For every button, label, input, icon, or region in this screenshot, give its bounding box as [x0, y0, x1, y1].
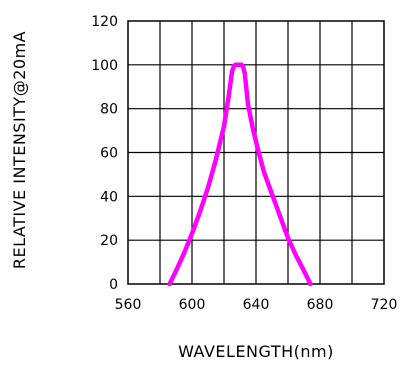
- y-tick-label: 120: [91, 14, 118, 30]
- y-tick-label: 40: [100, 189, 118, 205]
- y-tick-label: 80: [100, 102, 118, 118]
- x-axis-ticks: 560 600 640 680 720: [115, 297, 398, 313]
- grid: [128, 21, 384, 284]
- y-tick-label: 0: [109, 277, 118, 293]
- y-tick-label: 60: [100, 146, 118, 162]
- x-tick-label: 640: [243, 297, 270, 313]
- x-tick-label: 720: [371, 297, 398, 313]
- x-tick-label: 600: [179, 297, 206, 313]
- plot-area-frame: [127, 20, 385, 285]
- x-tick-label: 560: [115, 297, 142, 313]
- y-tick-label: 100: [91, 58, 118, 74]
- y-axis-title: RELATIVE INTENSITY@20mA: [10, 31, 29, 269]
- x-axis-title: WAVELENGTH(nm): [178, 342, 334, 361]
- y-tick-label: 20: [100, 233, 118, 249]
- y-axis-ticks: 0 20 40 60 80 100 120: [91, 14, 118, 293]
- intensity-curve: [167, 62, 313, 287]
- x-tick-label: 680: [307, 297, 334, 313]
